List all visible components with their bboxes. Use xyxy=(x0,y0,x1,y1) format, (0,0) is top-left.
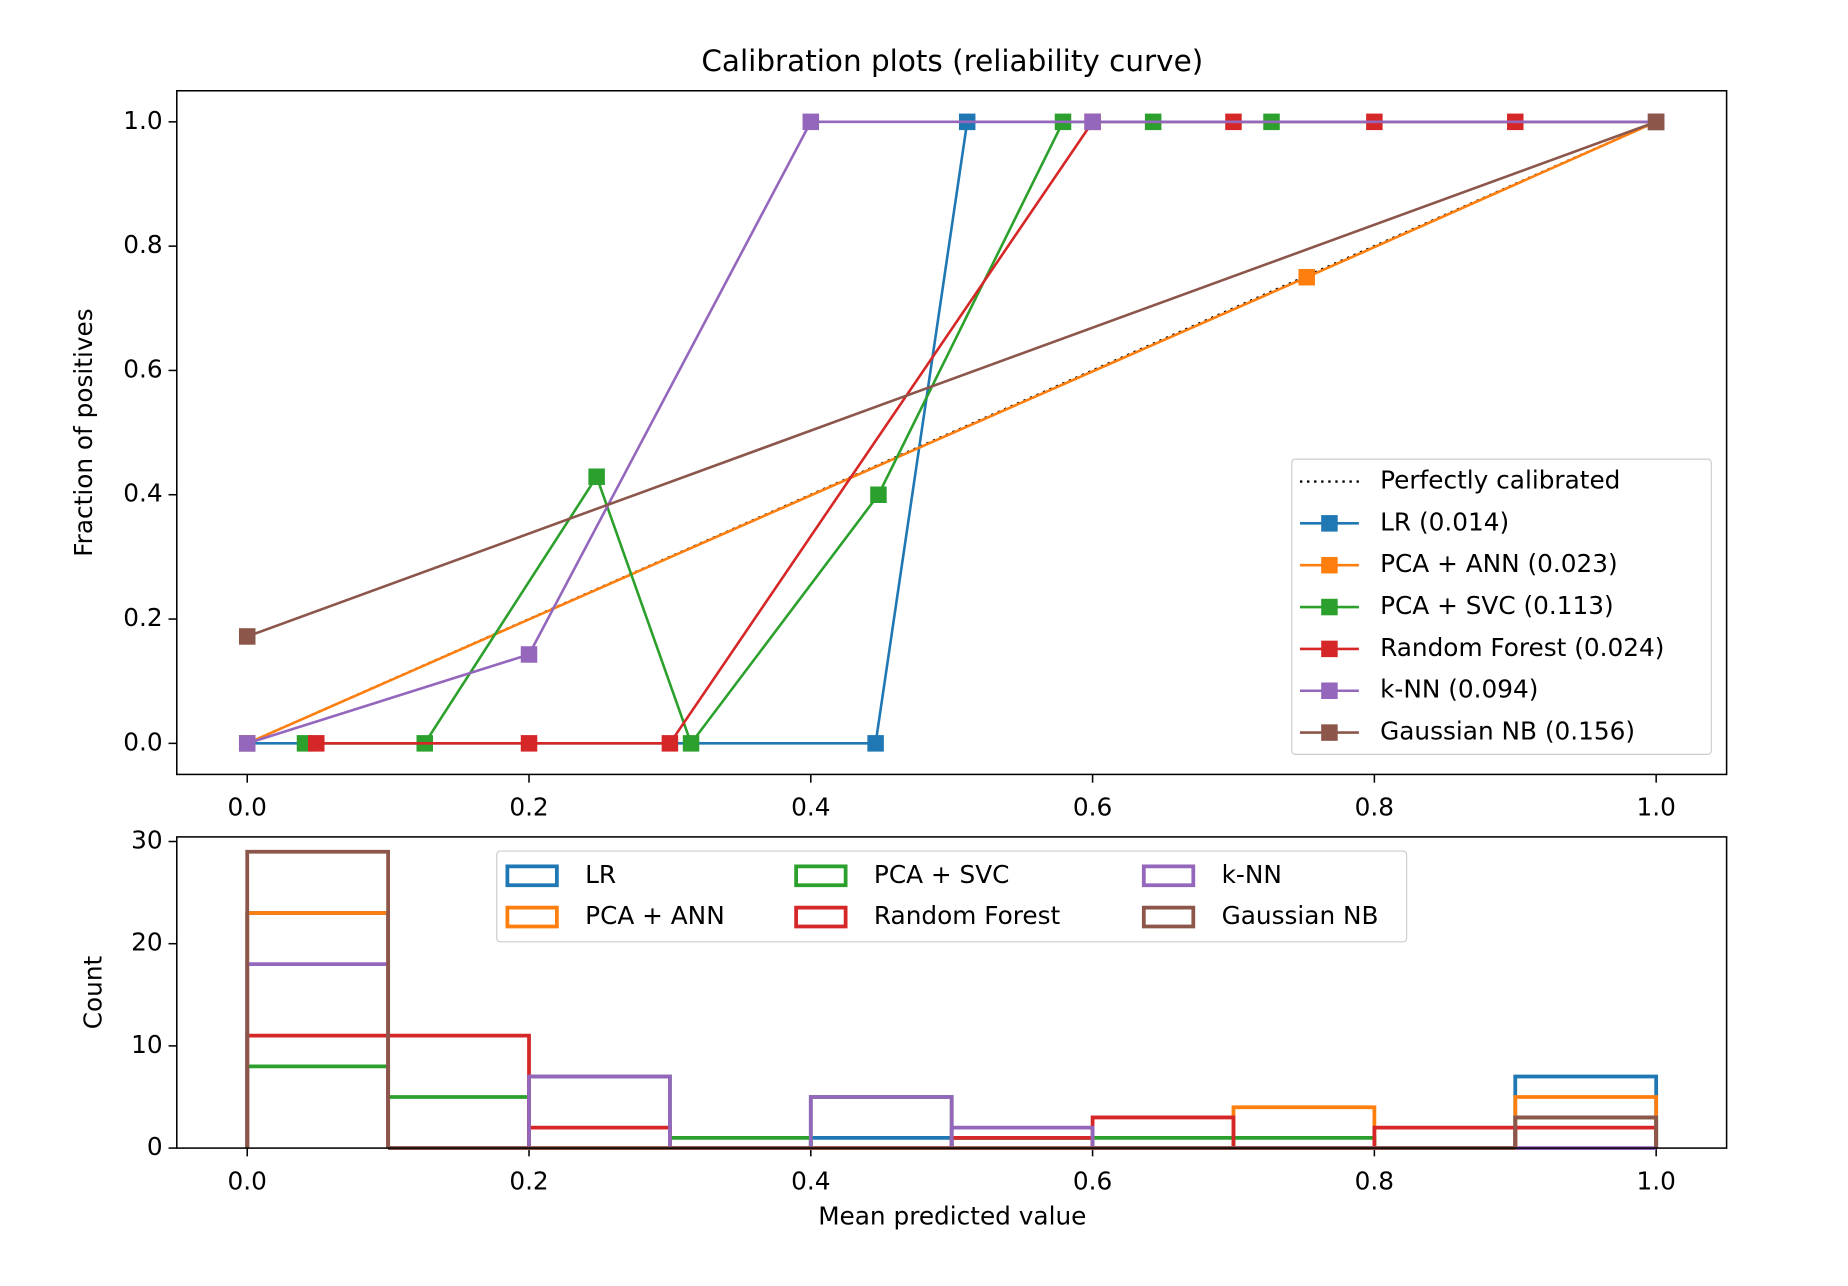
marker xyxy=(520,646,538,663)
y-tick-label: 0.6 xyxy=(123,354,162,383)
y-tick-label: 0.2 xyxy=(123,603,162,632)
x-tick-label: 0.0 xyxy=(228,793,267,822)
legend-swatch xyxy=(1141,905,1196,929)
legend-swatch xyxy=(1321,515,1338,532)
x-tick-label: 0.6 xyxy=(1073,793,1112,822)
legend-label: PCA + ANN xyxy=(585,901,725,930)
marker xyxy=(682,735,700,752)
marker xyxy=(661,735,679,752)
y-tick-label: 0 xyxy=(147,1132,163,1161)
legend-swatch xyxy=(1321,640,1338,658)
marker xyxy=(802,113,820,131)
legend-swatch xyxy=(505,905,559,929)
y-tick-label: 0.0 xyxy=(123,727,162,756)
legend-box xyxy=(1291,458,1712,755)
legend-swatch xyxy=(1321,724,1338,741)
marker xyxy=(1298,268,1315,286)
histogram-bin xyxy=(1513,1115,1659,1149)
y-axis-label: Count xyxy=(78,955,107,1029)
chart-title: Calibration plots (reliability curve) xyxy=(701,44,1203,78)
marker xyxy=(520,735,538,752)
x-tick-label: 1.0 xyxy=(1636,1166,1675,1195)
x-tick-label: 0.4 xyxy=(791,793,830,822)
legend-label: Random Forest (0.024) xyxy=(1380,633,1664,662)
legend-label: k-NN xyxy=(1222,860,1282,889)
y-tick-label: 30 xyxy=(131,825,162,854)
y-tick-label: 1.0 xyxy=(123,106,162,135)
y-tick-label: 0.4 xyxy=(123,479,162,508)
x-axis-label: Mean predicted value xyxy=(818,1202,1086,1231)
legend-swatch xyxy=(1321,598,1338,616)
marker xyxy=(870,486,887,503)
legend: LR PCA + ANN PCA + SVC Random Forest k-NN Gau… xyxy=(496,850,1408,943)
marker xyxy=(238,735,256,752)
legend-label: Perfectly calibrated xyxy=(1380,466,1620,495)
legend-swatch xyxy=(1141,864,1196,888)
marker xyxy=(867,735,884,752)
legend-box xyxy=(496,850,1408,943)
legend-label: Random Forest xyxy=(874,901,1061,930)
marker xyxy=(308,735,325,752)
histogram-bin xyxy=(527,1074,672,1149)
x-tick-label: 0.6 xyxy=(1073,1166,1112,1195)
y-tick-label: 20 xyxy=(131,928,162,957)
histogram-bin xyxy=(245,849,391,1149)
y-axis-label: Fraction of positives xyxy=(69,308,98,556)
x-tick-label: 0.8 xyxy=(1355,1166,1394,1195)
legend-swatch xyxy=(794,864,848,888)
x-tick-label: 0.0 xyxy=(228,1166,267,1195)
x-tick-label: 0.8 xyxy=(1355,793,1394,822)
x-tick-label: 0.2 xyxy=(509,793,548,822)
axes-frame xyxy=(176,89,1728,776)
legend-label: PCA + SVC xyxy=(874,860,1010,889)
histogram-bin xyxy=(808,1095,954,1149)
line xyxy=(246,120,1657,638)
legend-label: Gaussian NB (0.156) xyxy=(1380,717,1635,746)
marker xyxy=(1084,113,1101,131)
marker xyxy=(1647,113,1665,131)
legend-swatch xyxy=(1321,682,1338,699)
legend-label: PCA + ANN (0.023) xyxy=(1380,549,1618,578)
y-tick-label: 0.8 xyxy=(123,230,162,259)
legend-swatch xyxy=(1321,556,1338,574)
x-tick-label: 1.0 xyxy=(1636,793,1675,822)
legend-label: k-NN (0.094) xyxy=(1380,675,1538,704)
legend-label: LR xyxy=(585,860,616,889)
legend-swatch xyxy=(794,905,848,929)
histogram-bin xyxy=(949,1125,1095,1149)
legend: Perfectly calibrated LR (0.014) PCA + ANN … xyxy=(1291,458,1712,755)
legend-label: LR (0.014) xyxy=(1380,507,1509,536)
marker xyxy=(588,468,605,485)
y-tick-label: 10 xyxy=(131,1030,162,1059)
x-tick-label: 0.4 xyxy=(791,1166,830,1195)
legend-label: Gaussian NB xyxy=(1222,901,1379,930)
legend-label: PCA + SVC (0.113) xyxy=(1380,591,1614,620)
legend-swatch xyxy=(505,864,559,888)
axes-frame xyxy=(176,836,1728,1149)
marker xyxy=(238,628,256,645)
x-tick-label: 0.2 xyxy=(509,1166,548,1195)
